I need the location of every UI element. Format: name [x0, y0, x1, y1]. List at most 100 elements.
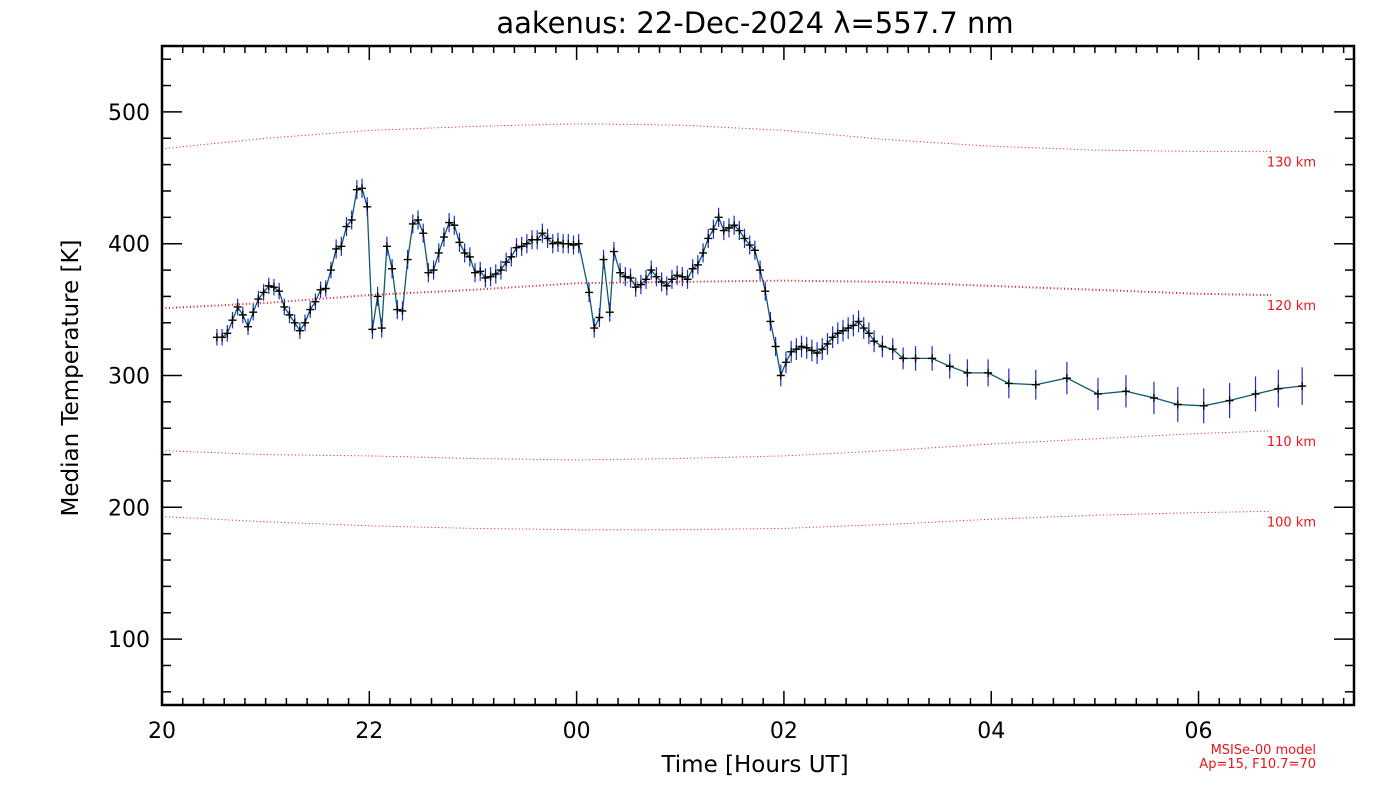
- data-point-84: [652, 272, 661, 281]
- data-point-27: [352, 185, 361, 194]
- data-point-80: [631, 283, 640, 292]
- data-point-23: [332, 244, 341, 253]
- data-point-90: [683, 275, 692, 284]
- data-point-1: [218, 333, 227, 342]
- data-point-57: [507, 252, 516, 261]
- data-point-52: [481, 273, 490, 282]
- data-point-7: [249, 308, 258, 317]
- y-tick-label-1: 200: [108, 496, 150, 521]
- data-point-116: [818, 345, 827, 354]
- chart-title: aakenus: 22-Dec-2024 λ=557.7 nm: [496, 6, 1013, 40]
- data-point-19: [311, 297, 320, 306]
- data-point-17: [301, 318, 310, 327]
- data-series: [212, 178, 1307, 424]
- data-point-143: [1225, 396, 1234, 405]
- data-point-133: [963, 368, 972, 377]
- model-curves: 130 km 120 km 110 km 100 km: [161, 123, 1316, 530]
- x-tick-label-3: 02: [770, 719, 798, 744]
- x-tick-label-2: 00: [563, 719, 591, 744]
- data-point-44: [439, 233, 448, 242]
- y-tick-label-0: 100: [108, 628, 150, 653]
- data-point-140: [1149, 393, 1158, 402]
- data-point-66: [553, 238, 562, 247]
- data-point-65: [548, 239, 557, 248]
- plot-frame: [160, 44, 1356, 707]
- data-point-64: [543, 234, 552, 243]
- data-point-2: [223, 329, 232, 338]
- data-point-85: [657, 277, 666, 286]
- data-point-51: [476, 267, 485, 276]
- data-point-134: [984, 368, 993, 377]
- data-point-104: [756, 266, 765, 275]
- data-point-124: [859, 324, 868, 333]
- data-point-100: [735, 226, 744, 235]
- x-tick-label-1: 22: [355, 719, 383, 744]
- x-tick-label-0: 20: [148, 719, 176, 744]
- data-point-37: [403, 255, 412, 264]
- data-point-114: [807, 346, 816, 355]
- data-point-14: [285, 310, 294, 319]
- y-axis-label: Median Temperature [K]: [58, 240, 84, 517]
- data-point-6: [244, 322, 253, 331]
- data-point-145: [1274, 384, 1283, 393]
- data-point-63: [538, 229, 547, 238]
- data-point-56: [502, 258, 511, 267]
- data-point-142: [1199, 401, 1208, 410]
- x-tick-label-5: 06: [1185, 719, 1213, 744]
- data-point-41: [424, 268, 433, 277]
- data-point-29: [363, 202, 372, 211]
- data-point-87: [667, 275, 676, 284]
- data-point-91: [688, 264, 697, 273]
- data-point-8: [254, 295, 263, 304]
- data-point-96: [714, 213, 723, 222]
- data-point-38: [408, 219, 417, 228]
- data-point-103: [750, 246, 759, 255]
- y-tick-label-4: 500: [108, 101, 150, 126]
- data-point-12: [275, 287, 284, 296]
- data-point-110: [787, 347, 796, 356]
- data-point-137: [1062, 374, 1071, 383]
- data-point-54: [491, 270, 500, 279]
- data-point-46: [450, 221, 459, 230]
- data-point-4: [233, 302, 242, 311]
- data-point-88: [673, 271, 682, 280]
- data-point-78: [621, 272, 630, 281]
- data-point-60: [522, 239, 531, 248]
- data-point-139: [1121, 387, 1130, 396]
- model-curve-2: [161, 430, 1272, 461]
- data-point-92: [693, 260, 702, 269]
- data-point-108: [776, 371, 785, 380]
- data-point-117: [823, 339, 832, 348]
- axis-ticks: 20 22 00 02 04 06 100 200 300 400 500: [108, 46, 1354, 744]
- data-point-120: [838, 326, 847, 335]
- model-note-line-2: Ap=15, F10.7=70: [1199, 757, 1316, 772]
- data-point-48: [460, 248, 469, 257]
- data-point-3: [228, 316, 237, 325]
- data-point-73: [595, 313, 604, 322]
- data-point-21: [321, 284, 330, 293]
- data-point-50: [471, 268, 480, 277]
- data-point-82: [642, 275, 651, 284]
- data-point-130: [911, 354, 920, 363]
- data-point-18: [306, 305, 315, 314]
- data-point-59: [517, 242, 526, 251]
- data-point-101: [740, 234, 749, 243]
- data-point-135: [1004, 379, 1013, 388]
- data-point-28: [358, 184, 367, 193]
- data-point-123: [854, 317, 863, 326]
- data-point-111: [792, 345, 801, 354]
- data-point-119: [833, 329, 842, 338]
- data-point-13: [280, 302, 289, 311]
- data-point-26: [347, 215, 356, 224]
- data-point-9: [259, 288, 268, 297]
- data-point-115: [813, 349, 822, 358]
- data-point-94: [704, 234, 713, 243]
- data-point-132: [945, 362, 954, 371]
- data-point-55: [496, 266, 505, 275]
- x-axis-label: Time [Hours UT]: [660, 752, 848, 778]
- data-point-53: [486, 272, 495, 281]
- data-point-71: [585, 288, 594, 297]
- data-point-141: [1173, 400, 1182, 409]
- data-point-74: [599, 255, 608, 264]
- data-point-99: [730, 221, 739, 230]
